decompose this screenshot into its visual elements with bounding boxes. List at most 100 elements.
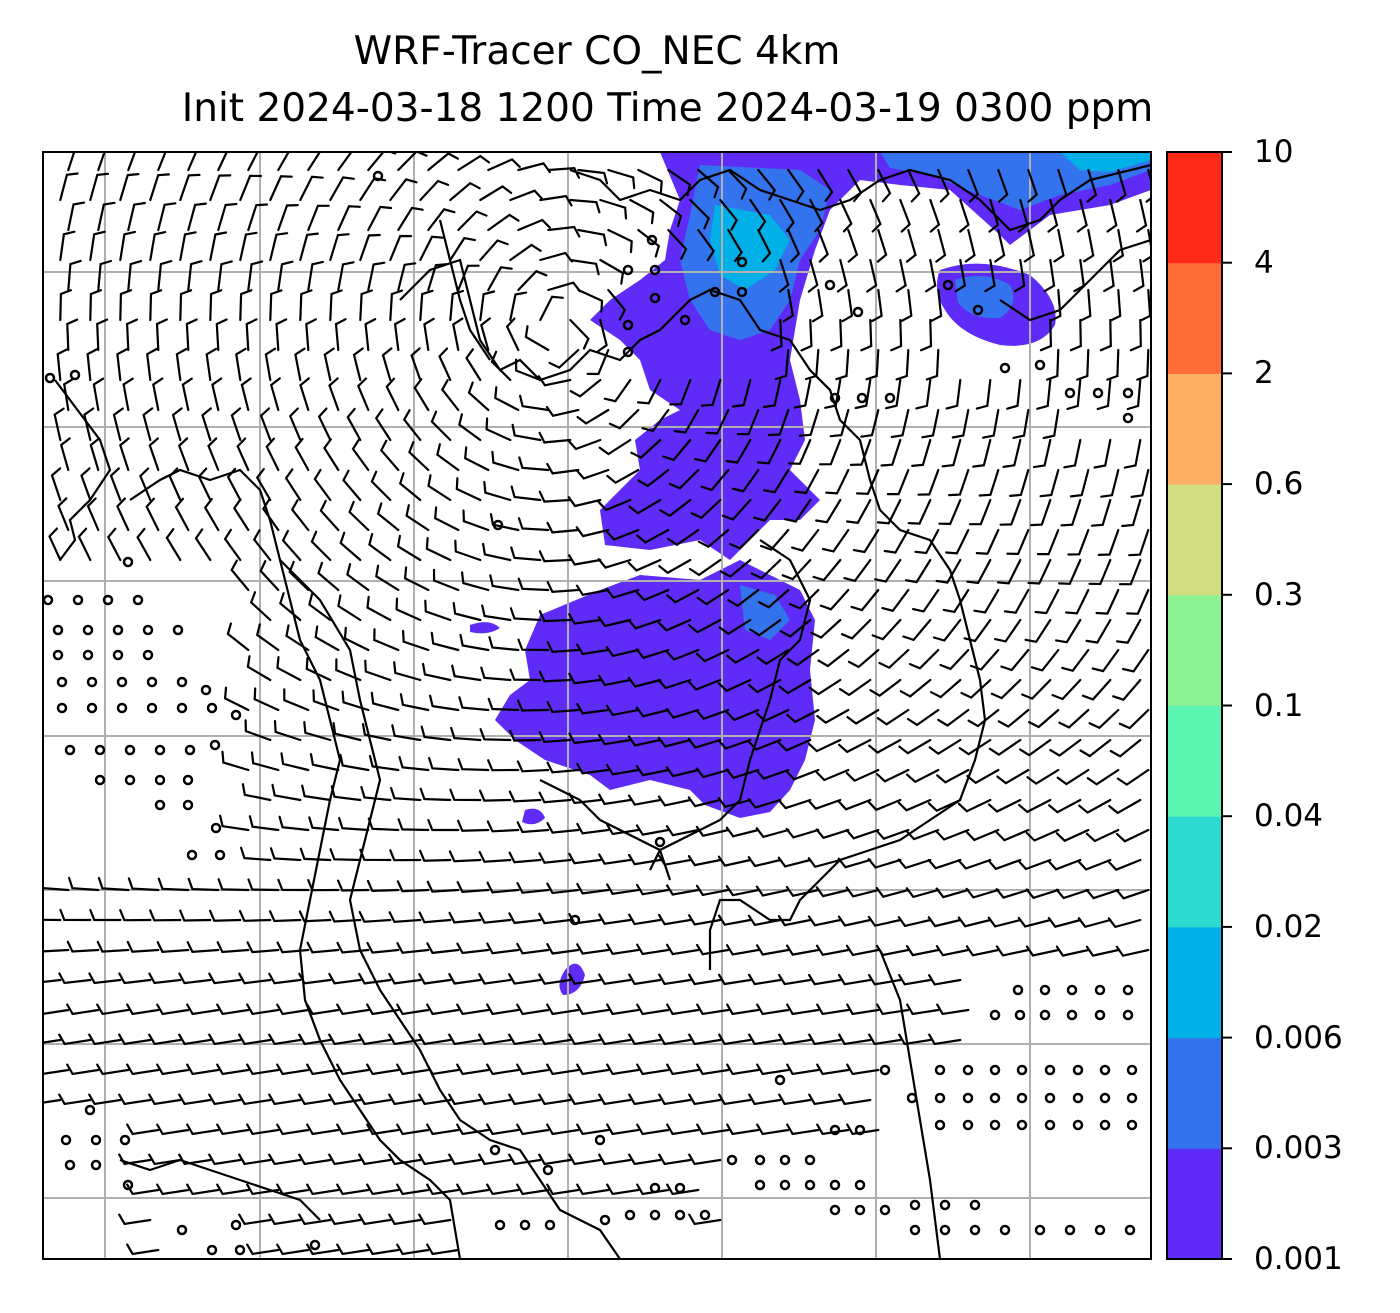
wind-barb <box>576 882 610 895</box>
wind-barb <box>268 1153 302 1166</box>
wind-barb <box>576 1123 610 1136</box>
wind-barb <box>179 289 193 322</box>
wind-barb <box>281 529 302 562</box>
wind-barb <box>516 1063 550 1076</box>
wind-barb <box>727 168 748 200</box>
wind-barb <box>538 1093 572 1106</box>
wind-barb <box>508 790 542 803</box>
wind-barb <box>1091 648 1120 673</box>
wind-barb <box>935 228 947 263</box>
wind-barb <box>402 629 430 652</box>
wind-barb <box>867 798 902 812</box>
wind-barb <box>148 1093 182 1106</box>
wind-barb <box>360 786 392 802</box>
wind-barb <box>895 258 907 293</box>
wind-barb <box>346 407 362 442</box>
wind-barb <box>390 786 422 802</box>
wind-barb <box>478 850 512 863</box>
wind-barb <box>175 347 188 382</box>
wind-barb <box>829 408 850 438</box>
wind-barb <box>1049 288 1062 322</box>
wind-barb <box>815 886 850 898</box>
wind-barb <box>398 755 430 772</box>
wind-barb <box>246 1123 280 1136</box>
wind-barb <box>186 1003 220 1016</box>
wind-barb <box>1017 858 1052 871</box>
wind-barb <box>948 468 970 497</box>
wind-barb <box>305 318 317 352</box>
wind-barb <box>689 198 711 230</box>
wind-barb <box>456 1183 490 1196</box>
coastlines <box>54 163 1151 1259</box>
wind-barb <box>598 1033 632 1046</box>
wind-barb <box>328 972 362 985</box>
wind-barb <box>219 814 250 832</box>
wind-barb <box>808 973 842 986</box>
wind-barb <box>957 858 992 870</box>
wind-barb <box>66 940 100 953</box>
wind-barb <box>687 855 722 867</box>
wind-barb <box>426 1123 460 1136</box>
wind-barb <box>410 347 422 382</box>
wind-barb <box>850 588 880 612</box>
wind-barb <box>238 909 272 922</box>
wind-barb <box>1060 498 1082 527</box>
wind-barb <box>312 689 340 712</box>
wind-barb <box>1039 318 1053 352</box>
wind-barb <box>178 972 212 985</box>
wind-barb <box>925 258 937 293</box>
wind-barb <box>307 152 322 172</box>
wind-barb <box>86 348 99 382</box>
wind-barb <box>306 1003 340 1016</box>
wind-barb <box>577 168 609 185</box>
wind-barb <box>755 708 790 723</box>
wind-barb <box>171 407 183 442</box>
wind-barb <box>568 1033 602 1046</box>
colorbar-tick-label: 2 <box>1254 355 1274 392</box>
wind-barb <box>658 973 692 986</box>
wind-barb <box>860 408 880 438</box>
wind-barb <box>1115 168 1127 203</box>
wind-barb <box>774 348 790 381</box>
wind-barb <box>43 1038 62 1044</box>
wind-barb <box>276 1243 310 1256</box>
wind-barb <box>427 474 452 502</box>
wind-barb <box>815 944 850 957</box>
wind-barb <box>938 498 962 526</box>
wind-barb <box>126 1003 160 1016</box>
wind-barb <box>461 571 490 592</box>
wind-barb <box>449 236 476 262</box>
wind-barb <box>1128 528 1150 557</box>
wind-barb <box>568 792 602 805</box>
wind-barb <box>1079 738 1112 758</box>
wind-barb <box>657 736 692 748</box>
wind-barb <box>299 847 332 862</box>
wind-barb <box>276 1063 310 1076</box>
wind-barb <box>807 258 819 293</box>
wind-barb <box>118 972 152 985</box>
wind-barb <box>607 228 633 254</box>
wind-barb <box>276 1003 310 1016</box>
wind-barb <box>606 823 640 836</box>
wind-barb <box>1025 945 1060 957</box>
wind-barb <box>696 943 730 956</box>
wind-barb <box>306 1183 340 1196</box>
wind-barb <box>268 1093 302 1106</box>
wind-barb <box>907 498 932 525</box>
wind-barb <box>945 378 962 410</box>
wind-barb <box>874 558 902 583</box>
wind-barb <box>606 1123 640 1136</box>
wind-barb <box>517 577 550 592</box>
wind-barb <box>635 706 670 718</box>
wind-barb <box>915 378 932 410</box>
wind-barb <box>328 1153 362 1166</box>
wind-barb <box>96 1003 130 1016</box>
wind-barb <box>426 942 460 955</box>
wind-barb <box>478 973 512 985</box>
colorbar-segment <box>1167 594 1222 706</box>
wind-barb <box>269 847 302 862</box>
wind-barb <box>628 1093 662 1106</box>
wind-barb <box>226 467 242 502</box>
wind-barb <box>247 203 269 232</box>
wind-barb <box>906 708 940 727</box>
